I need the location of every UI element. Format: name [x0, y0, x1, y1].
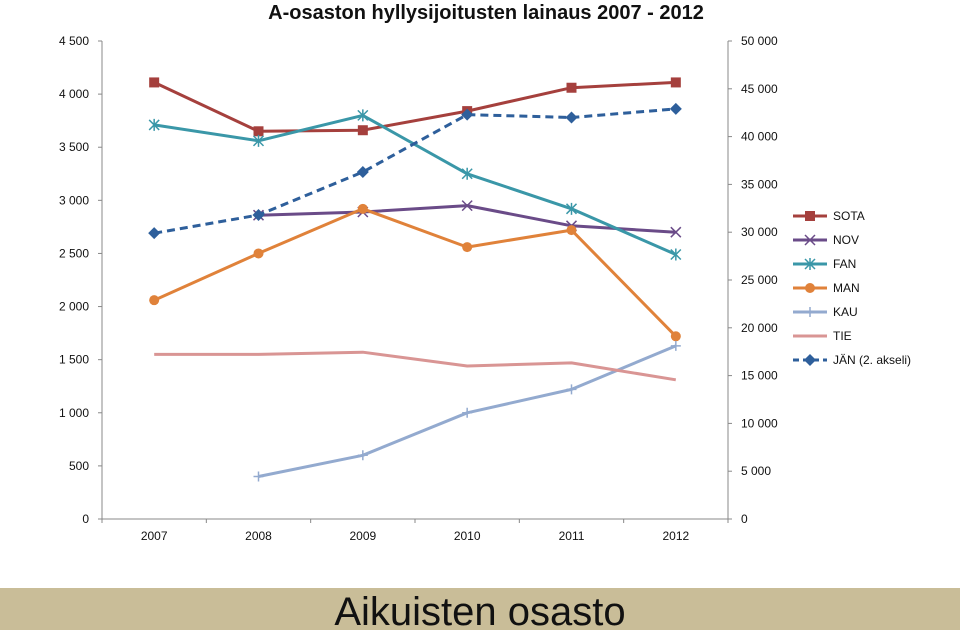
left-tick-label: 500 [69, 459, 89, 473]
data-point-man [357, 203, 368, 214]
data-point-fan [670, 248, 682, 261]
data-point-man [566, 225, 577, 236]
data-point-sota [149, 77, 160, 88]
series-kau [253, 340, 681, 482]
legend-label: NOV [833, 233, 859, 247]
data-point-jän-2-akseli [461, 108, 474, 121]
data-point-man [670, 331, 681, 342]
data-point-jän-2-akseli [565, 111, 578, 124]
data-point-jän-2-akseli [356, 165, 369, 178]
right-tick-label: 50 000 [741, 34, 778, 48]
data-point-jän-2-akseli [148, 227, 161, 240]
legend-marker [805, 283, 815, 293]
data-point-fan [148, 118, 160, 131]
data-point-kau [253, 471, 264, 482]
legend-item-tie: TIE [793, 329, 852, 343]
data-point-sota [357, 125, 368, 136]
right-tick-label: 15 000 [741, 369, 778, 383]
right-tick-label: 45 000 [741, 82, 778, 96]
right-tick-label: 20 000 [741, 321, 778, 335]
legend-label: FAN [833, 257, 856, 271]
legend-item-fan: FAN [793, 257, 856, 271]
left-tick-label: 2 500 [59, 246, 89, 260]
left-tick-label: 4 000 [59, 87, 89, 101]
data-point-nov [670, 226, 682, 238]
legend-marker [805, 211, 815, 221]
data-point-kau [670, 340, 681, 351]
data-point-kau [357, 450, 368, 461]
series-jän-2-akseli [148, 102, 682, 240]
legend-marker [804, 258, 816, 270]
series-line-man [153, 207, 677, 338]
legend-label: KAU [833, 305, 858, 319]
series-line-sota [153, 80, 676, 133]
series-line-jän-2-akseli [153, 107, 676, 235]
series-line-fan [153, 113, 677, 256]
data-point-kau [462, 407, 473, 418]
legend-label: JÄN (2. akseli) [833, 353, 911, 367]
legend-item-sota: SOTA [793, 209, 865, 223]
data-point-man [253, 248, 264, 259]
series-tie [154, 350, 677, 382]
legend-marker [805, 307, 815, 317]
series-line-tie [154, 350, 677, 382]
data-point-jän-2-akseli [669, 102, 682, 115]
data-point-sota [670, 77, 681, 88]
right-tick-label: 25 000 [741, 273, 778, 287]
data-point-kau [566, 384, 577, 395]
series-nov [252, 200, 682, 238]
right-tick-label: 0 [741, 512, 748, 526]
series-layer [148, 77, 682, 482]
legend-marker [804, 234, 816, 246]
x-tick-label: 2012 [662, 529, 689, 543]
right-tick-label: 5 000 [741, 464, 771, 478]
data-point-jän-2-akseli [252, 208, 265, 221]
right-tick-label: 40 000 [741, 130, 778, 144]
x-tick-label: 2010 [454, 529, 481, 543]
data-point-fan [461, 167, 473, 180]
x-tick-label: 2007 [141, 529, 168, 543]
data-point-nov [461, 200, 473, 212]
legend-item-kau: KAU [793, 305, 858, 319]
line-chart: A-osaston hyllysijoitusten lainaus 2007 … [59, 2, 911, 543]
left-tick-label: 0 [82, 512, 89, 526]
legend-item-nov: NOV [793, 233, 859, 247]
x-tick-label: 2008 [245, 529, 272, 543]
chart-legend: SOTA NOV FAN MAN KAU TIE JÄN (2. akseli) [793, 209, 911, 367]
left-tick-label: 3 500 [59, 140, 89, 154]
series-fan [148, 109, 682, 261]
data-point-man [149, 295, 160, 306]
series-sota [149, 77, 681, 137]
left-tick-label: 4 500 [59, 34, 89, 48]
data-point-sota [566, 82, 577, 93]
data-point-fan [357, 109, 369, 122]
banner-text: Aikuisten osasto [334, 590, 626, 630]
right-tick-label: 10 000 [741, 416, 778, 430]
left-tick-label: 1 000 [59, 406, 89, 420]
left-tick-label: 2 000 [59, 300, 89, 314]
legend-label: TIE [833, 329, 852, 343]
right-tick-label: 30 000 [741, 225, 778, 239]
legend-item-man: MAN [793, 281, 860, 295]
legend-item-jän-2-akseli: JÄN (2. akseli) [793, 353, 911, 367]
series-man [149, 203, 681, 342]
chart-axes: 0 500 1 000 1 500 2 000 2 500 3 000 3 500 4 000 4… [59, 34, 778, 543]
data-point-fan [252, 134, 265, 147]
data-point-sota [253, 126, 264, 137]
legend-label: SOTA [833, 209, 865, 223]
left-tick-label: 1 500 [59, 353, 89, 367]
chart-title: A-osaston hyllysijoitusten lainaus 2007 … [268, 2, 704, 24]
left-tick-label: 3 000 [59, 193, 89, 207]
footer-banner: Aikuisten osasto [0, 588, 960, 630]
x-tick-label: 2009 [349, 529, 376, 543]
right-tick-label: 35 000 [741, 177, 778, 191]
data-point-man [462, 242, 473, 253]
legend-marker [804, 354, 816, 366]
legend-label: MAN [833, 281, 860, 295]
x-tick-label: 2011 [559, 529, 585, 543]
data-point-fan [565, 202, 578, 215]
